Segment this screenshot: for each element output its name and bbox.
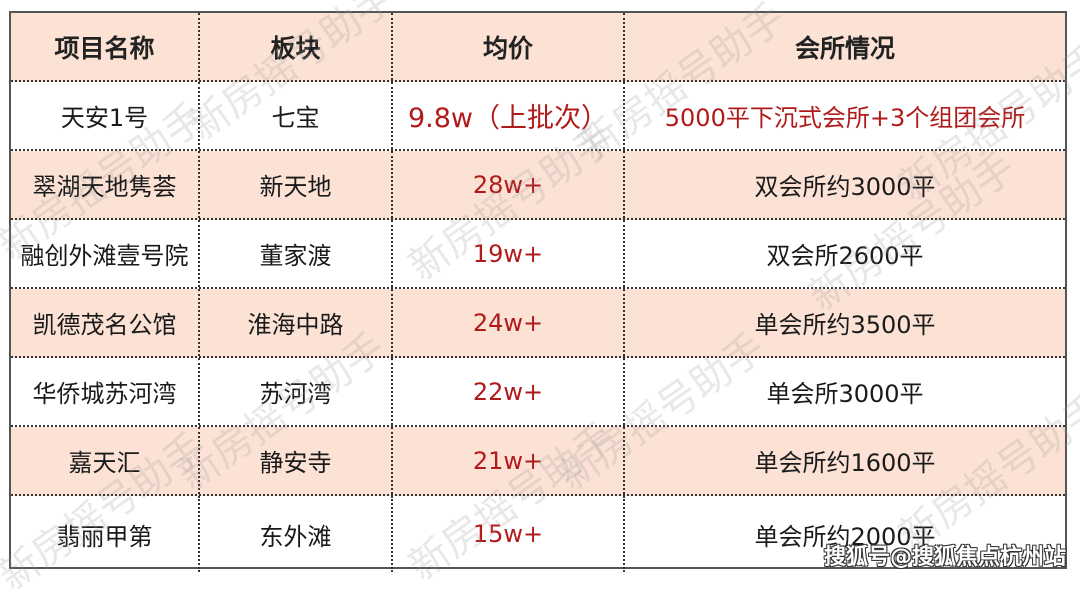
area-cell: 董家渡	[200, 220, 393, 287]
club-cell: 单会所3000平	[766, 380, 924, 408]
area-cell: 七宝	[200, 82, 393, 149]
price-cell: 15w+	[393, 496, 625, 572]
club-cell: 单会所约2000平	[754, 522, 936, 551]
price-cell: 21w+	[393, 427, 625, 494]
header-area: 板块	[200, 13, 393, 80]
header-price: 均价	[393, 13, 625, 80]
table-row: 天安1号 七宝 9.8w（上批次） 5000平下沉式会所+3个组团会所	[11, 82, 1065, 151]
name-cell: 嘉天汇	[11, 427, 200, 494]
price-cell: 22w+	[393, 358, 625, 425]
header-name: 项目名称	[11, 13, 200, 80]
area-cell: 静安寺	[200, 427, 393, 494]
table-row: 融创外滩壹号院 董家渡 19w+ 双会所2600平	[11, 220, 1065, 289]
header-club: 会所情况	[794, 33, 895, 63]
area-cell: 苏河湾	[200, 358, 393, 425]
source-watermark: 搜狐号@搜狐焦点杭州站	[823, 545, 1066, 570]
table-row: 嘉天汇 静安寺 21w+ 单会所约1600平	[11, 427, 1065, 496]
club-cell: 双会所2600平	[766, 242, 924, 270]
name-cell: 融创外滩壹号院	[11, 220, 200, 287]
name-cell: 天安1号	[11, 82, 200, 149]
table-row: 华侨城苏河湾 苏河湾 22w+ 单会所3000平	[11, 358, 1065, 427]
area-cell: 新天地	[200, 151, 393, 218]
area-cell: 东外滩	[200, 496, 393, 572]
name-cell: 凯德茂名公馆	[11, 289, 200, 356]
club-cell: 单会所约3500平	[754, 311, 936, 339]
name-cell: 华侨城苏河湾	[11, 358, 200, 425]
price-cell: 19w+	[393, 220, 625, 287]
clubhouse-table: 项目名称 板块 均价 会所情况 天安1号 七宝 9.8w（上批次） 5000平下沉式会…	[9, 11, 1067, 572]
table-row: 凯德茂名公馆 淮海中路 24w+ 单会所约3500平	[11, 289, 1065, 358]
area-cell: 淮海中路	[200, 289, 393, 356]
price-cell: 9.8w（上批次）	[393, 82, 625, 149]
club-cell: 单会所约1600平	[754, 449, 936, 477]
club-cell: 5000平下沉式会所+3个组团会所	[664, 104, 1026, 132]
name-cell: 翠湖天地隽荟	[11, 151, 200, 218]
price-cell: 28w+	[393, 151, 625, 218]
name-cell: 翡丽甲第	[11, 496, 200, 572]
table-row: 翠湖天地隽荟 新天地 28w+ 双会所约3000平	[11, 151, 1065, 220]
club-cell: 双会所约3000平	[754, 173, 936, 201]
table-header: 项目名称 板块 均价 会所情况	[11, 13, 1065, 82]
price-cell: 24w+	[393, 289, 625, 356]
table-row: 翡丽甲第 东外滩 15w+ 单会所约2000平	[11, 496, 1065, 572]
